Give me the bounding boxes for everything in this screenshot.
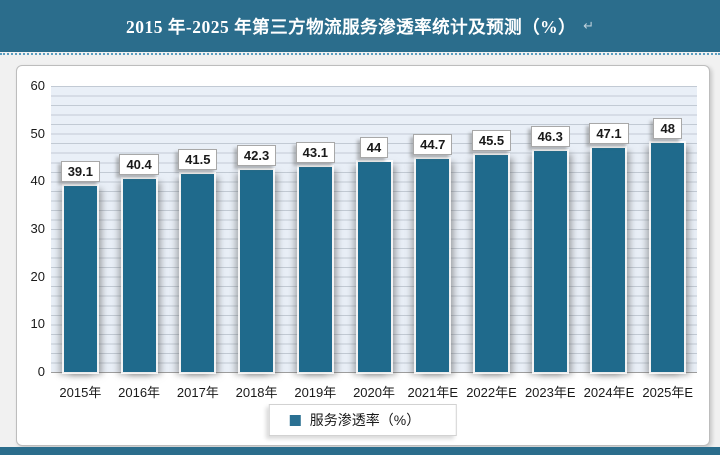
bar-group: 41.5 xyxy=(168,86,227,372)
x-tick-label: 2022年E xyxy=(466,385,517,400)
y-tick-label: 0 xyxy=(37,364,45,379)
bar-value-label: 43.1 xyxy=(295,141,335,163)
x-tick-label: 2019年 xyxy=(294,385,337,400)
x-tick-label: 2017年 xyxy=(176,385,219,400)
y-tick-label: 20 xyxy=(30,268,45,284)
bar xyxy=(63,185,97,372)
x-tick-label: 2018年 xyxy=(235,385,278,400)
bar xyxy=(122,179,156,372)
return-mark-icon: ↵ xyxy=(583,18,594,33)
bar xyxy=(181,174,215,372)
bar-value-label: 40.4 xyxy=(119,154,159,176)
legend-label: 服务渗透率（%） xyxy=(309,412,421,428)
bar xyxy=(416,158,450,372)
x-tick-label: 2023年E xyxy=(524,385,576,400)
bar-value-label: 39.1 xyxy=(60,160,101,182)
bar-value-label: 41.5 xyxy=(178,149,218,171)
x-tick-label: 2025年E xyxy=(642,385,693,400)
x-axis: 2015年 2016年 2017年 2018年 2019年 2020年 2021年E 2022… xyxy=(51,382,697,401)
bar-group: 44 xyxy=(345,86,404,372)
bar-group: 48 xyxy=(638,86,697,372)
y-tick-label: 40 xyxy=(30,173,45,189)
bar xyxy=(298,166,332,372)
bar-value-label: 42.3 xyxy=(236,145,277,167)
legend: 服务渗透率（%） xyxy=(268,404,458,436)
x-tick-label: 2015年 xyxy=(59,385,102,400)
bar xyxy=(240,170,274,372)
bar-group: 43.1 xyxy=(286,86,345,372)
bar-group: 44.7 xyxy=(403,86,462,372)
bar xyxy=(651,143,685,372)
bar xyxy=(592,147,626,372)
chart-panel: 0 10 20 30 40 50 60 39.1 40.4 41.5 42.3 43.1 44 44.7… xyxy=(16,65,710,446)
bottom-accent-strip xyxy=(0,447,720,455)
bar-group: 47.1 xyxy=(580,86,639,372)
bar-group: 42.3 xyxy=(227,86,286,372)
bar-value-label: 44.7 xyxy=(413,133,453,155)
y-tick-label: 30 xyxy=(30,221,45,236)
y-tick-label: 10 xyxy=(30,316,45,332)
bar xyxy=(357,162,391,372)
bar-group: 46.3 xyxy=(521,86,580,372)
y-axis: 0 10 20 30 40 50 60 xyxy=(17,66,709,445)
bar-value-label: 46.3 xyxy=(530,126,570,148)
x-tick-label: 2020年 xyxy=(353,385,395,400)
bar-value-label: 44 xyxy=(359,137,389,159)
dotted-divider xyxy=(0,53,720,55)
chart-title: 2015 年-2025 年第三方物流服务渗透率统计及预测（%） xyxy=(126,16,577,37)
bar-group: 45.5 xyxy=(462,86,521,372)
x-tick-label: 2024年E xyxy=(583,385,635,400)
bar-value-label: 48 xyxy=(653,118,682,140)
bar xyxy=(475,155,508,372)
bar-group: 40.4 xyxy=(110,86,169,372)
y-tick-label: 60 xyxy=(30,78,45,93)
bar-value-label: 47.1 xyxy=(589,122,629,144)
plot-area: 39.1 40.4 41.5 42.3 43.1 44 44.7 45.5 46.3 47.1 48 xyxy=(51,86,697,373)
bar-group: 39.1 xyxy=(51,86,110,372)
title-bar: 2015 年-2025 年第三方物流服务渗透率统计及预测（%） ↵ xyxy=(0,0,720,52)
x-tick-label: 2021年E xyxy=(407,385,459,400)
y-tick-label: 50 xyxy=(30,125,45,141)
x-tick-label: 2016年 xyxy=(118,385,161,400)
bar xyxy=(533,151,567,372)
legend-swatch xyxy=(289,414,301,426)
bar-value-label: 45.5 xyxy=(471,130,512,152)
